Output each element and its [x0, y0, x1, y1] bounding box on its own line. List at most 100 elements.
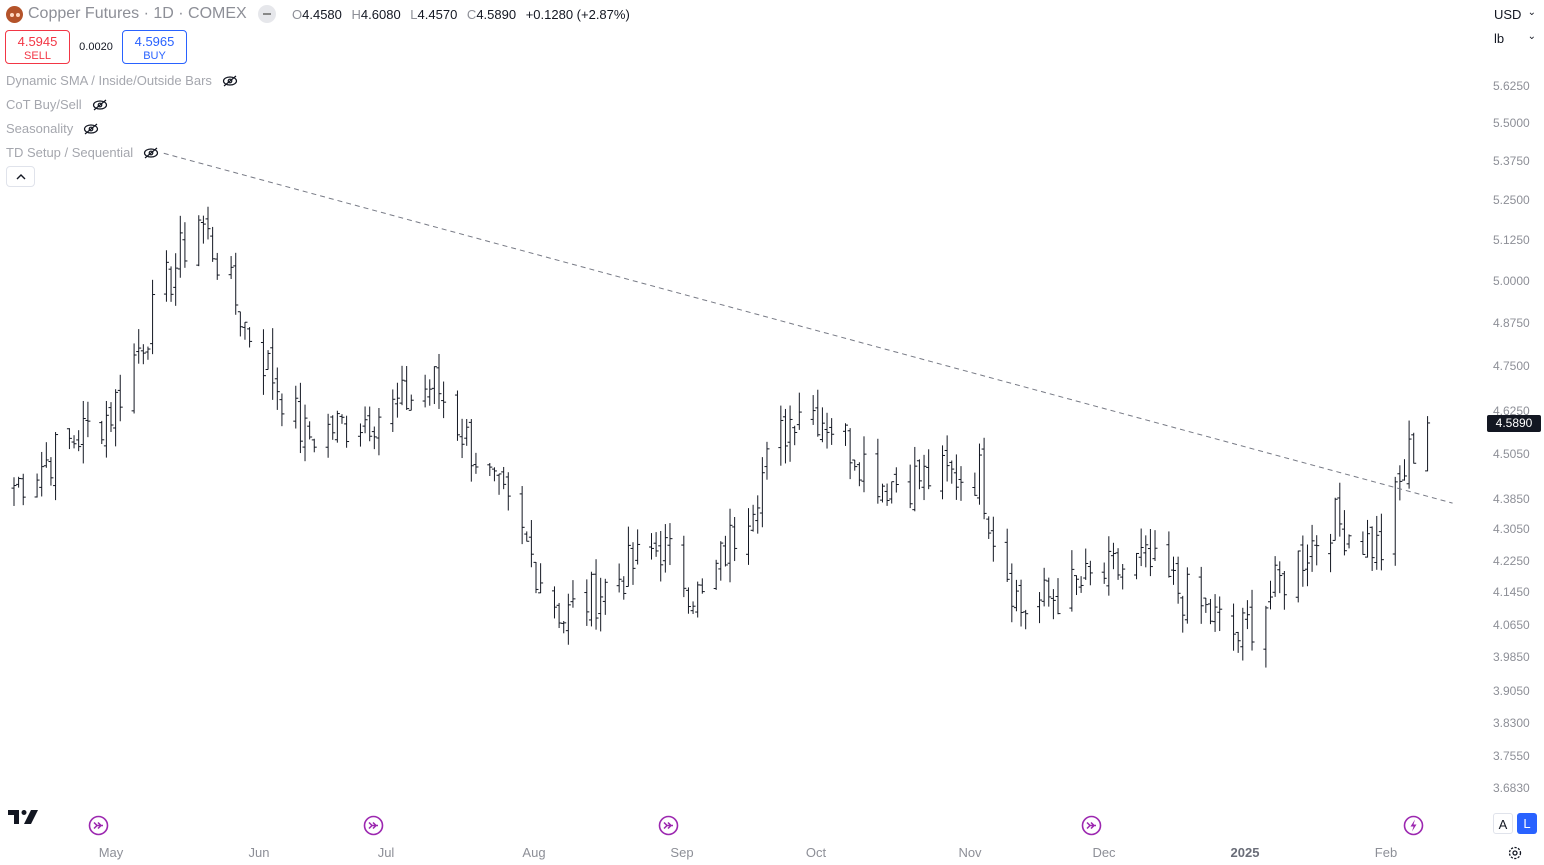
price-scale-label: 5.6250: [1493, 79, 1530, 93]
ohlc-bar: [307, 421, 313, 440]
ohlc-bar: [1115, 548, 1121, 580]
ohlc-bar: [944, 435, 950, 482]
ohlc-bar: [487, 463, 493, 477]
ohlc-bar: [810, 395, 816, 425]
ohlc-bar: [602, 578, 608, 615]
collapse-legend-button[interactable]: [258, 5, 276, 23]
ohlc-bar: [1341, 510, 1347, 556]
symbol-title[interactable]: Copper Futures · 1D · COMEX: [28, 5, 247, 22]
ohlc-bar: [976, 443, 982, 505]
ohlc-bar: [242, 321, 248, 340]
ohlc-bar: [454, 390, 460, 441]
ohlc-bar: [20, 473, 26, 506]
ohlc-bar: [1050, 589, 1056, 620]
ohlc-bar: [1134, 552, 1140, 580]
ohlc-bar: [422, 374, 428, 408]
ohlc-bar: [1374, 515, 1380, 570]
ohlc-bar: [815, 389, 821, 437]
ohlc-bar: [1018, 579, 1024, 627]
buy-label: BUY: [143, 50, 166, 62]
auto-scale-button[interactable]: A: [1493, 813, 1513, 834]
economic-event-icon[interactable]: [363, 815, 384, 836]
ohlc-bar: [1023, 609, 1029, 630]
time-scale-label: May: [98, 845, 124, 860]
ohlc-bar: [210, 226, 216, 262]
price-scale-label: 3.8300: [1493, 716, 1530, 730]
collapse-indicators-button[interactable]: [6, 166, 35, 187]
price-scale-label: 4.3050: [1493, 522, 1530, 536]
gear-icon[interactable]: [1507, 845, 1523, 861]
ohlc-bar: [981, 437, 987, 520]
indicator-seasonality[interactable]: Seasonality: [6, 121, 99, 136]
price-scale-label: 5.5000: [1493, 116, 1530, 130]
economic-event-icon[interactable]: [658, 815, 679, 836]
ohlc-bar: [468, 419, 474, 482]
ohlc-bar: [339, 414, 345, 424]
ohlc-bar: [819, 407, 825, 443]
ohlc-bar: [362, 406, 368, 434]
ohlc-bar: [228, 256, 234, 279]
ohlc-bar: [1378, 513, 1384, 571]
ohlc-bar: [1332, 497, 1338, 541]
ohlc-bar: [367, 406, 373, 442]
ohlc-bar: [163, 250, 169, 302]
ohlc-bar: [1106, 536, 1112, 596]
ohlc-bar: [168, 266, 174, 302]
ohlc-bar: [1203, 597, 1209, 613]
ohlc-bar: [1337, 482, 1343, 537]
ohlc-bar: [1175, 556, 1181, 604]
indicator-td-setup[interactable]: TD Setup / Sequential: [6, 145, 159, 160]
economic-event-icon[interactable]: [1081, 815, 1102, 836]
ohlc-bar: [746, 508, 751, 565]
eye-hidden-icon[interactable]: [222, 75, 238, 87]
ohlc-bar: [1360, 531, 1366, 555]
ohlc-bar: [727, 508, 733, 583]
indicator-cot[interactable]: CoT Buy/Sell: [6, 97, 108, 112]
indicator-dynamic-sma[interactable]: Dynamic SMA / Inside/Outside Bars: [6, 73, 238, 88]
descending-trendline[interactable]: [163, 152, 1453, 504]
ohlc-bar: [1406, 420, 1412, 489]
ohlc-bar: [399, 365, 405, 406]
ohlc-bar: [265, 350, 271, 370]
ohlc-bar: [491, 467, 497, 482]
ohlc-bar: [85, 401, 91, 438]
eye-hidden-icon[interactable]: [92, 99, 108, 111]
ohlc-bar: [274, 367, 280, 410]
currency-select[interactable]: USD ⌄: [1494, 7, 1536, 22]
lightning-event-icon[interactable]: [1403, 815, 1424, 836]
ohlc-bar: [297, 382, 303, 454]
ohlc-bar: [1268, 580, 1274, 610]
economic-event-icon[interactable]: [88, 815, 109, 836]
ohlc-bar: [1272, 556, 1278, 597]
ohlc-bar: [875, 438, 881, 504]
ohlc-bar: [80, 400, 86, 464]
ohlc-bar: [893, 467, 899, 493]
ohlc-bar: [921, 454, 927, 501]
ohlc-bar: [302, 404, 308, 462]
ohlc-bar: [237, 311, 243, 337]
price-scale-label: 4.3850: [1493, 492, 1530, 506]
ohlc-bar: [390, 389, 396, 432]
ohlc-bar: [1110, 542, 1116, 570]
log-scale-button[interactable]: L: [1517, 813, 1537, 834]
ohlc-bar: [431, 366, 437, 405]
buy-button[interactable]: 4.5965 BUY: [122, 30, 187, 64]
ohlc-bar: [1365, 519, 1371, 558]
ohlc-bar: [889, 481, 895, 504]
ohlc-bar: [565, 593, 571, 645]
time-scale-label: Dec: [1092, 845, 1116, 860]
ohlc-bar: [907, 464, 913, 509]
ohlc-bar: [847, 428, 853, 480]
eye-hidden-icon[interactable]: [83, 123, 99, 135]
ohlc-bar: [625, 526, 631, 587]
tradingview-logo[interactable]: [8, 808, 40, 826]
sell-button[interactable]: 4.5945 SELL: [5, 30, 70, 64]
eye-hidden-icon[interactable]: [143, 147, 159, 159]
ohlc-bar: [436, 353, 442, 409]
ohlc-bar: [792, 425, 798, 446]
ohlc-bar: [598, 577, 604, 632]
unit-select[interactable]: lb ⌄: [1494, 31, 1536, 46]
ohlc-bar: [196, 215, 202, 267]
ohlc-bar: [404, 366, 410, 410]
